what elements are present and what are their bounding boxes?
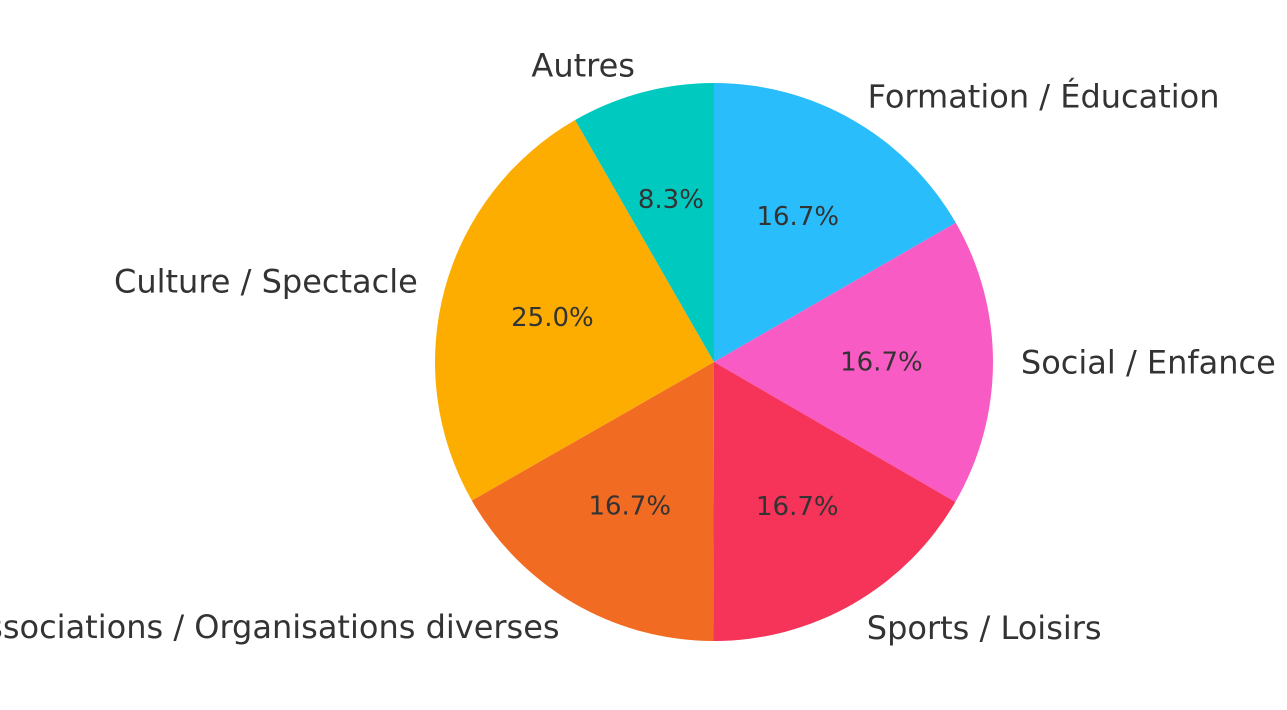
category-label-sports-loisirs: Sports / Loisirs	[867, 609, 1102, 647]
category-label-associations-organisations-diverses: Associations / Organisations diverses	[0, 608, 560, 646]
pie-slice-social-enfance	[714, 222, 994, 503]
category-label-social-enfance: Social / Enfance	[1021, 343, 1276, 381]
category-label-autres: Autres	[531, 46, 635, 84]
pct-label-associations-organisations-diverses: 16.7%	[588, 492, 671, 522]
category-label-formation-education: Formation / Éducation	[868, 77, 1220, 115]
pct-label-autres: 8.3%	[638, 185, 704, 215]
category-labels: Formation / Éducation Social / Enfance Spo…	[0, 46, 1276, 647]
pie-slice-sports-loisirs	[713, 362, 956, 641]
pct-label-sports-loisirs: 16.7%	[756, 492, 839, 522]
pie-slice-formation-education	[714, 83, 956, 362]
pct-label-social-enfance: 16.7%	[840, 347, 923, 377]
pie-slice-associations-organisations-diverses	[471, 362, 714, 641]
pct-label-culture-spectacle: 25.0%	[511, 303, 594, 333]
pct-label-formation-education: 16.7%	[756, 202, 839, 232]
percentage-labels: 16.7% 16.7% 16.7% 16.7% 25.0% 8.3%	[511, 185, 923, 522]
pie-slice-autres	[575, 83, 714, 362]
pie-slices	[435, 83, 994, 641]
pie-slice-culture-spectacle	[435, 120, 714, 501]
category-label-culture-spectacle: Culture / Spectacle	[114, 263, 418, 301]
